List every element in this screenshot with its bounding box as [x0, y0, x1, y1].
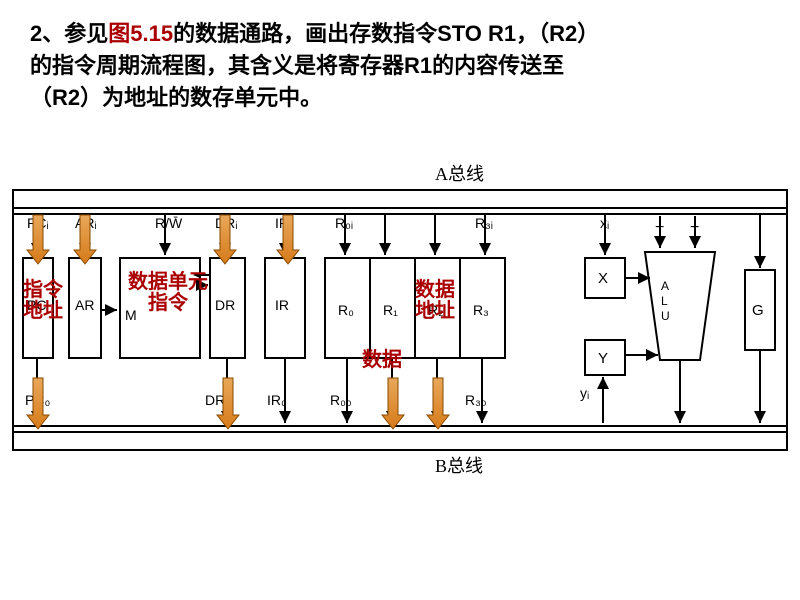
- q-mid1: 的数据通路，画出存数指令: [173, 21, 437, 46]
- lbl-IRi: IRᵢ: [275, 215, 291, 231]
- q-instr: STO R1，（R2）: [437, 21, 599, 46]
- lbl-yi: yᵢ: [580, 385, 589, 401]
- q-prefix: 2、参见: [30, 21, 108, 46]
- lbl-DR0: DR₀: [205, 392, 231, 408]
- lbl-PC0: PC₀: [25, 392, 50, 408]
- q-ref: 图5.15: [108, 21, 173, 46]
- q-r2: R2: [52, 85, 80, 110]
- lbl-Y: Y: [598, 350, 608, 367]
- lbl-R3: R₃: [473, 302, 489, 318]
- lbl-IR: IR: [275, 297, 289, 313]
- lbl-R30: R₃₀: [465, 392, 487, 408]
- lbl-DRi: DRᵢ: [215, 215, 237, 231]
- datapath-diagram: A总线 B总线 PCᵢ ARᵢ R/W̄ DRᵢ IRᵢ R₀ᵢ R₃ᵢ xᵢ …: [5, 160, 795, 480]
- lbl-R1: R₁: [383, 302, 398, 318]
- q-line3a: （: [30, 85, 52, 110]
- q-r1: R1: [404, 53, 432, 78]
- lbl-ALU-A: A: [661, 279, 669, 293]
- lbl-X: X: [598, 270, 608, 287]
- lbl-G: G: [752, 302, 764, 319]
- label-busA: A总线: [435, 164, 484, 184]
- diagram-svg: A总线 B总线 PCᵢ ARᵢ R/W̄ DRᵢ IRᵢ R₀ᵢ R₃ᵢ xᵢ …: [5, 160, 795, 480]
- lbl-R0: R₀: [338, 302, 354, 318]
- lbl-ALU-L: L: [661, 294, 668, 308]
- lbl-M: M: [125, 307, 137, 323]
- lbl-R00: R₀₀: [330, 392, 352, 408]
- lbl-DR: DR: [215, 297, 235, 313]
- lbl-AR: AR: [75, 297, 94, 313]
- lbl-ALU-U: U: [661, 309, 670, 323]
- lbl-RW: R/W̄: [155, 215, 183, 231]
- q-line3b: ）为地址的数存单元中。: [80, 85, 322, 110]
- q-line2a: 的指令周期流程图，其含义是将寄存器: [30, 53, 404, 78]
- question-text: 2、参见图5.15的数据通路，画出存数指令STO R1，（R2） 的指令周期流程…: [30, 18, 770, 114]
- label-busB: B总线: [435, 456, 483, 476]
- lbl-IR0: IR₀: [267, 392, 287, 408]
- q-line2b: 的内容传送至: [432, 53, 564, 78]
- lbl-PC: PC: [27, 297, 46, 313]
- lbl-R2: R₂: [428, 302, 444, 318]
